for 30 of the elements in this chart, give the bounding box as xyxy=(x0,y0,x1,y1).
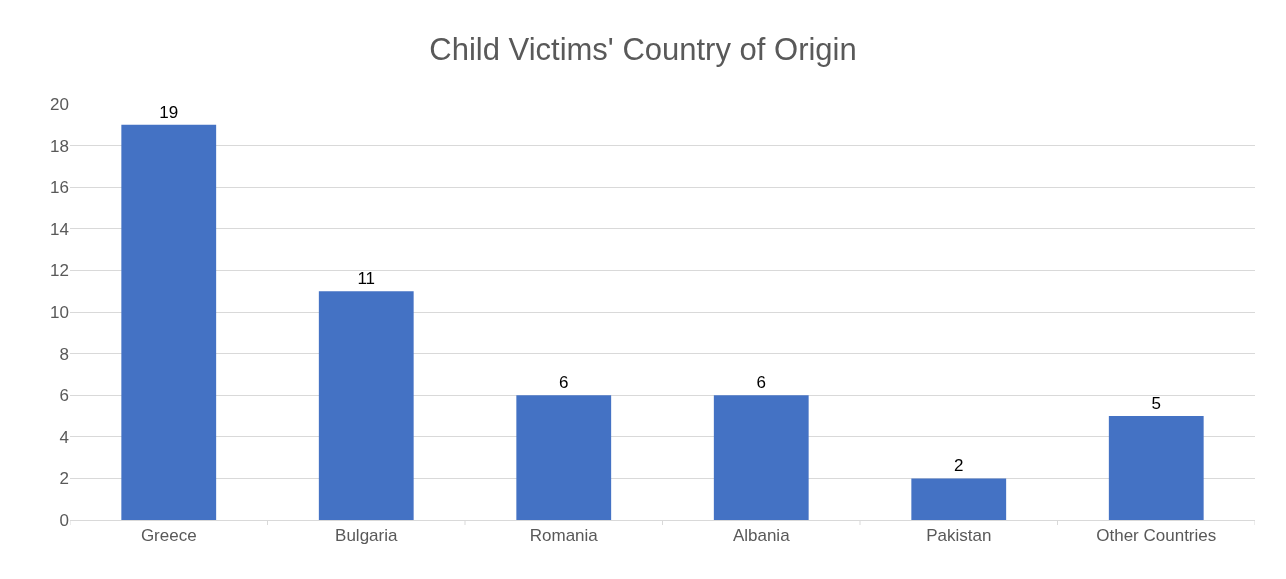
y-tick-label: 4 xyxy=(59,427,69,447)
data-label: 19 xyxy=(159,102,179,122)
bar xyxy=(911,478,1007,520)
x-tick-label: Pakistan xyxy=(926,526,992,546)
bar xyxy=(713,395,809,520)
y-tick-label: 14 xyxy=(50,219,69,239)
x-tick-label: Greece xyxy=(140,526,197,546)
y-tick-label: 12 xyxy=(50,261,69,281)
data-label: 6 xyxy=(559,373,569,393)
y-tick-label: 20 xyxy=(50,94,69,114)
data-label: 11 xyxy=(357,269,376,289)
data-label: 2 xyxy=(954,456,964,476)
bar xyxy=(1108,416,1204,520)
bar xyxy=(121,124,217,520)
y-tick-label: 18 xyxy=(50,136,69,156)
y-tick-label: 6 xyxy=(59,386,69,406)
x-tick-label: Bulgaria xyxy=(335,526,398,546)
y-tick-label: 8 xyxy=(59,344,69,364)
x-tick-label: Albania xyxy=(732,526,791,546)
y-tick-label: 10 xyxy=(50,302,69,322)
x-tick-label: Other Countries xyxy=(1096,526,1217,546)
x-tick-label: Romania xyxy=(529,526,599,546)
y-tick-label: 16 xyxy=(50,178,69,198)
bar xyxy=(516,395,612,520)
data-label: 5 xyxy=(1151,394,1161,413)
bar xyxy=(318,291,414,520)
chart-title: Child Victims' Country of Origin xyxy=(429,32,857,68)
y-tick-label: 0 xyxy=(59,510,69,530)
data-label: 6 xyxy=(756,373,766,393)
y-tick-label: 2 xyxy=(59,469,69,489)
